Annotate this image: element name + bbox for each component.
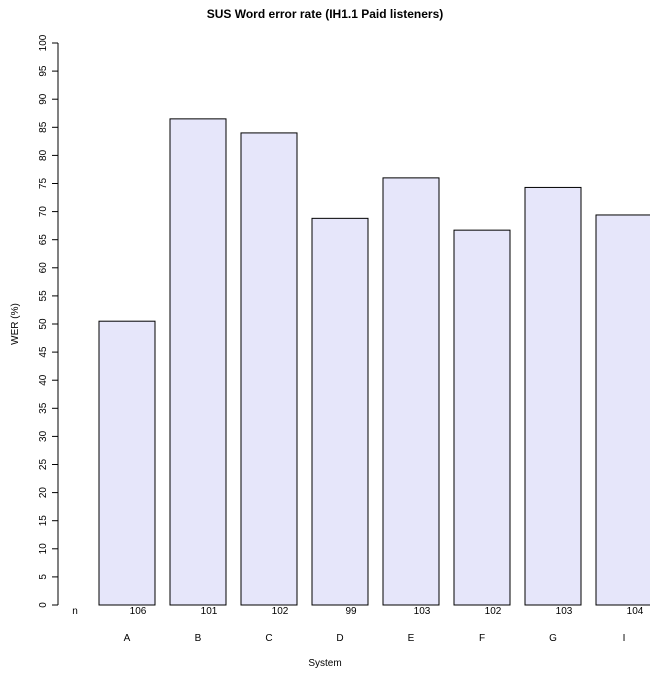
y-tick-label: 35: [38, 402, 49, 414]
x-axis-label: System: [308, 658, 341, 669]
count: 103: [556, 606, 573, 617]
y-tick-label: 40: [38, 374, 49, 386]
count: 104: [627, 606, 644, 617]
x-tick-label: G: [549, 633, 557, 644]
y-tick-label: 10: [38, 543, 49, 555]
y-tick-label: 25: [38, 459, 49, 471]
x-tick-label: B: [195, 633, 202, 644]
y-tick-label: 15: [38, 515, 49, 527]
bar: [98, 320, 156, 606]
y-tick-label: 55: [38, 290, 49, 302]
y-tick-label: 20: [38, 487, 49, 499]
count: 102: [485, 606, 502, 617]
count: 99: [345, 606, 357, 617]
x-tick-label: F: [479, 633, 485, 644]
bar: [524, 186, 582, 606]
y-axis-label: WER (%): [10, 303, 21, 345]
x-tick-label: A: [124, 633, 131, 644]
y-tick-label: 75: [38, 178, 49, 190]
bar: [240, 132, 298, 606]
y-tick-label: 70: [38, 206, 49, 218]
y-tick-label: 90: [38, 93, 49, 105]
y-tick-label: 65: [38, 234, 49, 246]
count-label: n: [72, 606, 78, 617]
count: 102: [272, 606, 289, 617]
count: 103: [414, 606, 431, 617]
bar: [453, 229, 511, 606]
y-tick-label: 30: [38, 430, 49, 442]
y-tick-label: 50: [38, 318, 49, 330]
y-tick-label: 5: [38, 574, 49, 580]
y-tick-label: 95: [38, 65, 49, 77]
x-tick-label: C: [265, 633, 272, 644]
y-tick-label: 0: [38, 602, 49, 608]
count: 101: [201, 606, 218, 617]
bar: [169, 118, 227, 606]
x-tick-label: I: [623, 633, 626, 644]
bar: [595, 214, 650, 606]
x-tick-label: D: [336, 633, 343, 644]
chart-title: SUS Word error rate (IH1.1 Paid listener…: [207, 7, 444, 21]
count: 106: [130, 606, 147, 617]
bar: [382, 177, 440, 606]
y-tick-label: 100: [38, 34, 49, 51]
y-tick-label: 85: [38, 121, 49, 133]
x-tick-label: E: [408, 633, 415, 644]
bar: [311, 217, 369, 606]
y-tick-label: 60: [38, 262, 49, 274]
y-tick-label: 80: [38, 149, 49, 161]
y-tick-label: 45: [38, 346, 49, 358]
